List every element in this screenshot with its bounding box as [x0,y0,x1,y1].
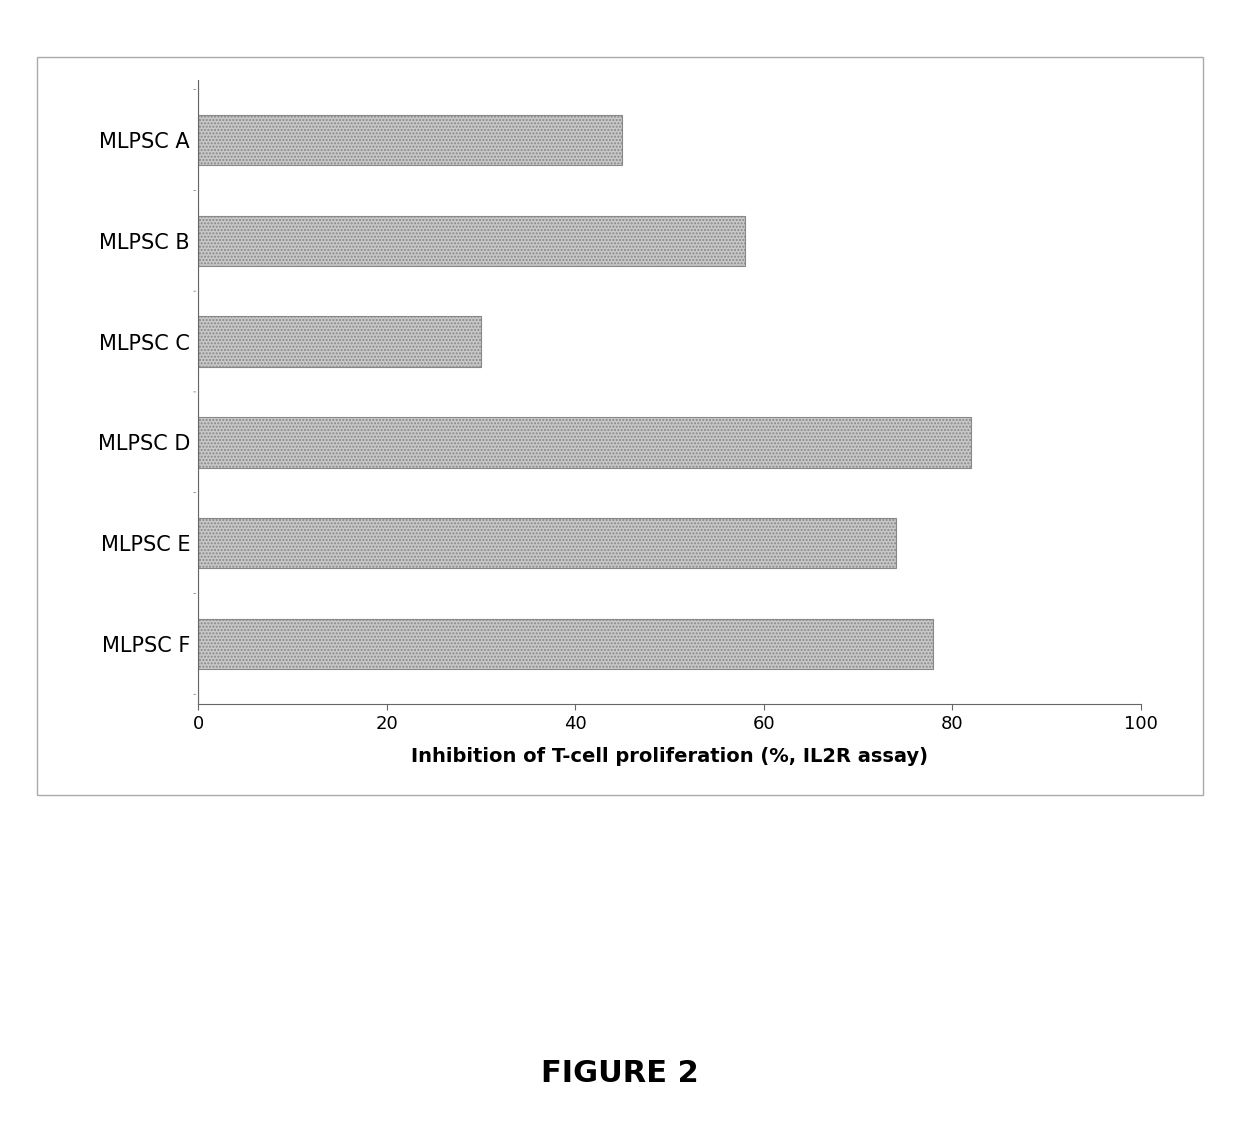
Bar [198,417,971,468]
X-axis label: Inhibition of T-cell proliferation (%, IL2R assay): Inhibition of T-cell proliferation (%, I… [412,746,928,766]
Bar [198,316,481,367]
Bar [198,518,895,568]
Bar [198,619,934,669]
Text: FIGURE 2: FIGURE 2 [541,1059,699,1088]
Bar [198,115,622,165]
Bar [198,216,745,266]
